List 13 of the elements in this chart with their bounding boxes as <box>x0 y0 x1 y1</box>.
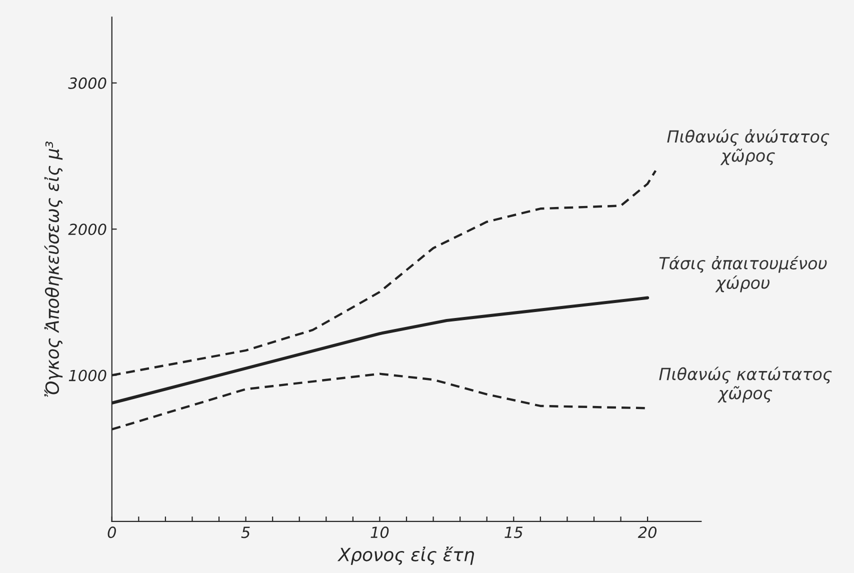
series-label: Πιθανώς ἀνώτατος χῶρος <box>667 129 830 166</box>
y-tick-label: 3000 <box>68 77 106 89</box>
x-axis-title: Χρονος εἰς ἔτη <box>337 546 474 565</box>
series-label: Τάσις ἀπαιτουμένου χώρου <box>659 256 827 292</box>
x-tick-label: 5 <box>241 526 250 538</box>
y-tick-label: 2000 <box>68 224 106 236</box>
series-label: Πιθανώς κατώτατος χῶρος <box>659 366 832 403</box>
x-tick-label: 10 <box>370 526 389 538</box>
y-tick-label: 1000 <box>68 370 106 382</box>
x-tick-label: 15 <box>504 526 523 538</box>
x-tick-label: 20 <box>638 526 657 538</box>
y-axis-title: Ὄγκος Ἀποθηκεύσεως εἰς μ³ <box>44 141 63 397</box>
x-tick-label: 0 <box>108 526 116 538</box>
